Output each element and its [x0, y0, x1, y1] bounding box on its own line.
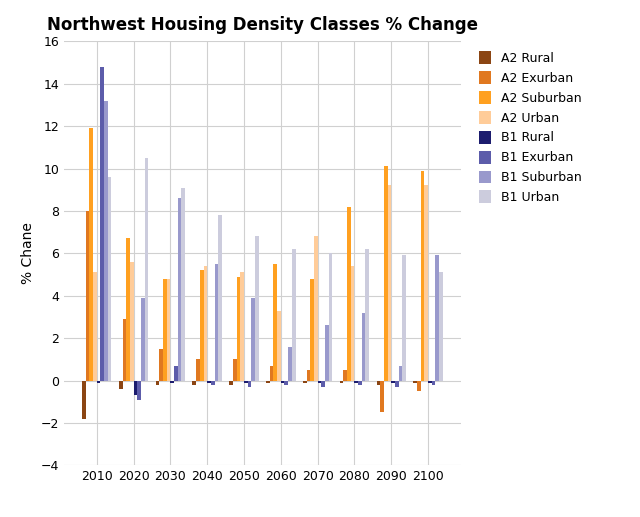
Bar — [240, 272, 244, 381]
Bar — [86, 211, 90, 381]
Bar — [200, 270, 204, 381]
Bar — [292, 249, 296, 381]
Bar — [193, 381, 196, 385]
Bar — [214, 264, 218, 381]
Bar — [134, 381, 137, 396]
Bar — [399, 366, 403, 381]
Bar — [384, 166, 388, 381]
Bar — [156, 381, 159, 385]
Bar — [388, 186, 391, 381]
Bar — [355, 381, 358, 383]
Bar — [435, 255, 439, 381]
Bar — [314, 236, 317, 381]
Bar — [211, 381, 214, 385]
Bar — [376, 381, 380, 385]
Bar — [204, 266, 207, 381]
Bar — [395, 381, 399, 387]
Bar — [288, 346, 292, 381]
Bar — [424, 186, 428, 381]
Bar — [321, 381, 325, 387]
Bar — [174, 366, 178, 381]
Bar — [252, 298, 255, 381]
Bar — [380, 381, 384, 413]
Bar — [218, 215, 222, 381]
Bar — [159, 348, 163, 381]
Bar — [329, 253, 332, 381]
Bar — [285, 381, 288, 385]
Bar — [273, 264, 277, 381]
Bar — [100, 67, 104, 381]
Bar — [317, 381, 321, 383]
Bar — [237, 277, 240, 381]
Bar — [137, 381, 141, 400]
Bar — [303, 381, 307, 383]
Bar — [207, 381, 211, 383]
Bar — [178, 198, 181, 381]
Bar — [141, 298, 145, 381]
Bar — [181, 188, 185, 381]
Bar — [248, 381, 252, 387]
Bar — [90, 128, 93, 381]
Bar — [281, 381, 285, 383]
Bar — [108, 177, 111, 381]
Bar — [340, 381, 344, 383]
Bar — [97, 381, 100, 383]
Bar — [432, 381, 435, 385]
Bar — [122, 319, 126, 381]
Bar — [351, 266, 355, 381]
Title: Northwest Housing Density Classes % Change: Northwest Housing Density Classes % Chan… — [47, 16, 478, 34]
Bar — [170, 381, 174, 383]
Bar — [196, 359, 200, 381]
Y-axis label: % Chane: % Chane — [21, 222, 35, 284]
Bar — [413, 381, 417, 383]
Bar — [229, 381, 233, 385]
Bar — [270, 366, 273, 381]
Bar — [420, 171, 424, 381]
Bar — [344, 370, 347, 381]
Bar — [130, 262, 134, 381]
Bar — [166, 279, 170, 381]
Bar — [362, 313, 365, 381]
Bar — [307, 370, 310, 381]
Bar — [347, 207, 351, 381]
Bar — [417, 381, 420, 391]
Legend: A2 Rural, A2 Exurban, A2 Suburban, A2 Urban, B1 Rural, B1 Exurban, B1 Suburban, : A2 Rural, A2 Exurban, A2 Suburban, A2 Ur… — [475, 48, 586, 208]
Bar — [277, 311, 281, 381]
Bar — [391, 381, 395, 383]
Bar — [439, 272, 443, 381]
Bar — [266, 381, 270, 383]
Bar — [365, 249, 369, 381]
Bar — [104, 101, 108, 381]
Bar — [119, 381, 122, 389]
Bar — [403, 255, 406, 381]
Bar — [93, 272, 97, 381]
Bar — [310, 279, 314, 381]
Bar — [233, 359, 237, 381]
Bar — [358, 381, 362, 385]
Bar — [163, 279, 166, 381]
Bar — [126, 238, 130, 381]
Bar — [428, 381, 432, 383]
Bar — [145, 158, 148, 381]
Bar — [82, 381, 86, 419]
Bar — [325, 325, 329, 381]
Bar — [255, 236, 259, 381]
Bar — [244, 381, 248, 383]
